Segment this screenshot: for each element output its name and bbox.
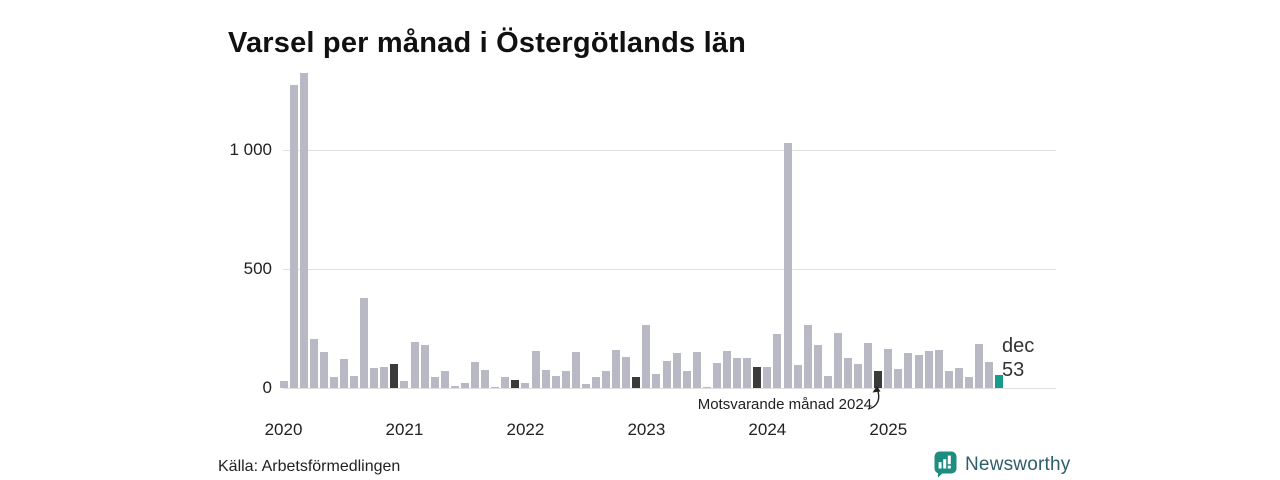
bar-2023-07 <box>702 386 711 388</box>
x-axis-tick-label-2025: 2025 <box>869 420 908 439</box>
bar-2022-04 <box>551 376 560 388</box>
bar-2022-09 <box>602 371 611 388</box>
latest-value-label: dec 53 <box>1002 334 1034 382</box>
latest-value-number: 53 <box>1002 359 1025 381</box>
bar-2024-02 <box>773 334 782 388</box>
bar-2022-03 <box>541 370 550 388</box>
newsworthy-logo[interactable]: Newsworthy <box>934 451 1070 478</box>
x-axis-tick-label-2022: 2022 <box>506 420 545 439</box>
bar-2024-08 <box>833 333 842 388</box>
bar-2025-12 <box>995 375 1004 388</box>
bar-2025-10 <box>975 343 984 388</box>
bar-2020-06 <box>329 377 338 388</box>
y-axis-tick-label: 1 000 <box>229 140 272 159</box>
bar-2023-03 <box>662 360 671 388</box>
bar-2021-07 <box>460 383 469 388</box>
bar-2020-02 <box>289 84 298 388</box>
bar-2024-07 <box>823 376 832 388</box>
bar-2023-08 <box>712 363 721 388</box>
bar-2023-12 <box>753 366 762 388</box>
bar-2020-01 <box>279 380 288 388</box>
bar-2020-04 <box>309 339 318 388</box>
gridline-y1000 <box>283 150 1056 151</box>
bar-2023-06 <box>692 352 701 388</box>
y-axis-tick-label: 0 <box>262 378 272 397</box>
bar-2022-02 <box>531 351 540 388</box>
bar-2021-02 <box>410 341 419 388</box>
bar-2025-06 <box>934 349 943 388</box>
bar-2025-08 <box>954 367 963 388</box>
bar-2025-01 <box>884 348 893 388</box>
bar-2022-06 <box>571 352 580 388</box>
bar-2021-11 <box>501 377 510 388</box>
bar-2023-05 <box>682 371 691 388</box>
bar-2025-07 <box>944 371 953 388</box>
bar-2024-10 <box>854 364 863 388</box>
chart-title: Varsel per månad i Östergötlands län <box>228 27 747 60</box>
bar-2025-11 <box>985 361 994 388</box>
x-axis-tick-label-2021: 2021 <box>385 420 424 439</box>
bar-2021-01 <box>400 380 409 388</box>
bar-2021-10 <box>491 386 500 388</box>
x-axis-tick-label-2020: 2020 <box>264 420 303 439</box>
bar-2022-01 <box>521 383 530 388</box>
bar-2024-05 <box>803 324 812 388</box>
y-axis-tick-label: 500 <box>243 259 272 278</box>
bar-2022-05 <box>561 371 570 388</box>
bar-2020-11 <box>380 366 389 388</box>
bar-2020-03 <box>299 72 308 388</box>
source-caption: Källa: Arbetsförmedlingen <box>218 458 401 475</box>
bar-2025-05 <box>924 351 933 388</box>
newsworthy-logo-icon <box>934 451 957 478</box>
bar-2020-05 <box>319 352 328 388</box>
bar-2021-08 <box>471 361 480 388</box>
newsworthy-logo-text: Newsworthy <box>965 453 1071 475</box>
bar-2025-09 <box>964 377 973 388</box>
bar-2021-05 <box>440 371 449 388</box>
bar-2023-09 <box>723 351 732 388</box>
bar-2022-10 <box>612 349 621 388</box>
bar-2020-10 <box>370 367 379 388</box>
gridline-y0 <box>283 388 1056 389</box>
bar-2022-12 <box>632 377 641 388</box>
gridline-y500 <box>283 269 1056 270</box>
bar-2024-11 <box>864 342 873 388</box>
bar-2024-04 <box>793 365 802 388</box>
bar-2023-04 <box>672 353 681 388</box>
bar-2022-11 <box>622 357 631 388</box>
bar-2022-08 <box>591 377 600 388</box>
bar-2021-12 <box>511 379 520 388</box>
bar-2020-07 <box>339 359 348 388</box>
bar-2023-02 <box>652 373 661 388</box>
bar-2024-06 <box>813 345 822 388</box>
bar-2024-01 <box>763 366 772 388</box>
latest-month-label: dec <box>1002 335 1035 357</box>
bar-2023-10 <box>733 358 742 388</box>
bar-2023-01 <box>642 324 651 388</box>
bar-2021-03 <box>420 345 429 388</box>
x-axis-tick-label-2023: 2023 <box>627 420 666 439</box>
bar-2021-09 <box>481 370 490 388</box>
bar-2020-12 <box>390 364 399 388</box>
x-axis-tick-label-2024: 2024 <box>748 420 787 439</box>
bar-2022-07 <box>581 384 590 388</box>
bar-2024-12 <box>874 370 883 388</box>
bar-2023-11 <box>743 358 752 388</box>
bar-2025-03 <box>904 353 913 388</box>
bar-2025-02 <box>894 368 903 388</box>
annotation-arrow-icon <box>867 386 881 410</box>
annotation-previous-december: Motsvarande månad 2024 <box>697 396 872 413</box>
bar-2020-09 <box>360 297 369 388</box>
bar-2021-06 <box>450 385 459 388</box>
bar-2021-04 <box>430 377 439 388</box>
bar-2024-09 <box>843 358 852 388</box>
bar-2024-03 <box>783 142 792 388</box>
bar-2020-08 <box>350 376 359 388</box>
bar-2025-04 <box>914 354 923 388</box>
